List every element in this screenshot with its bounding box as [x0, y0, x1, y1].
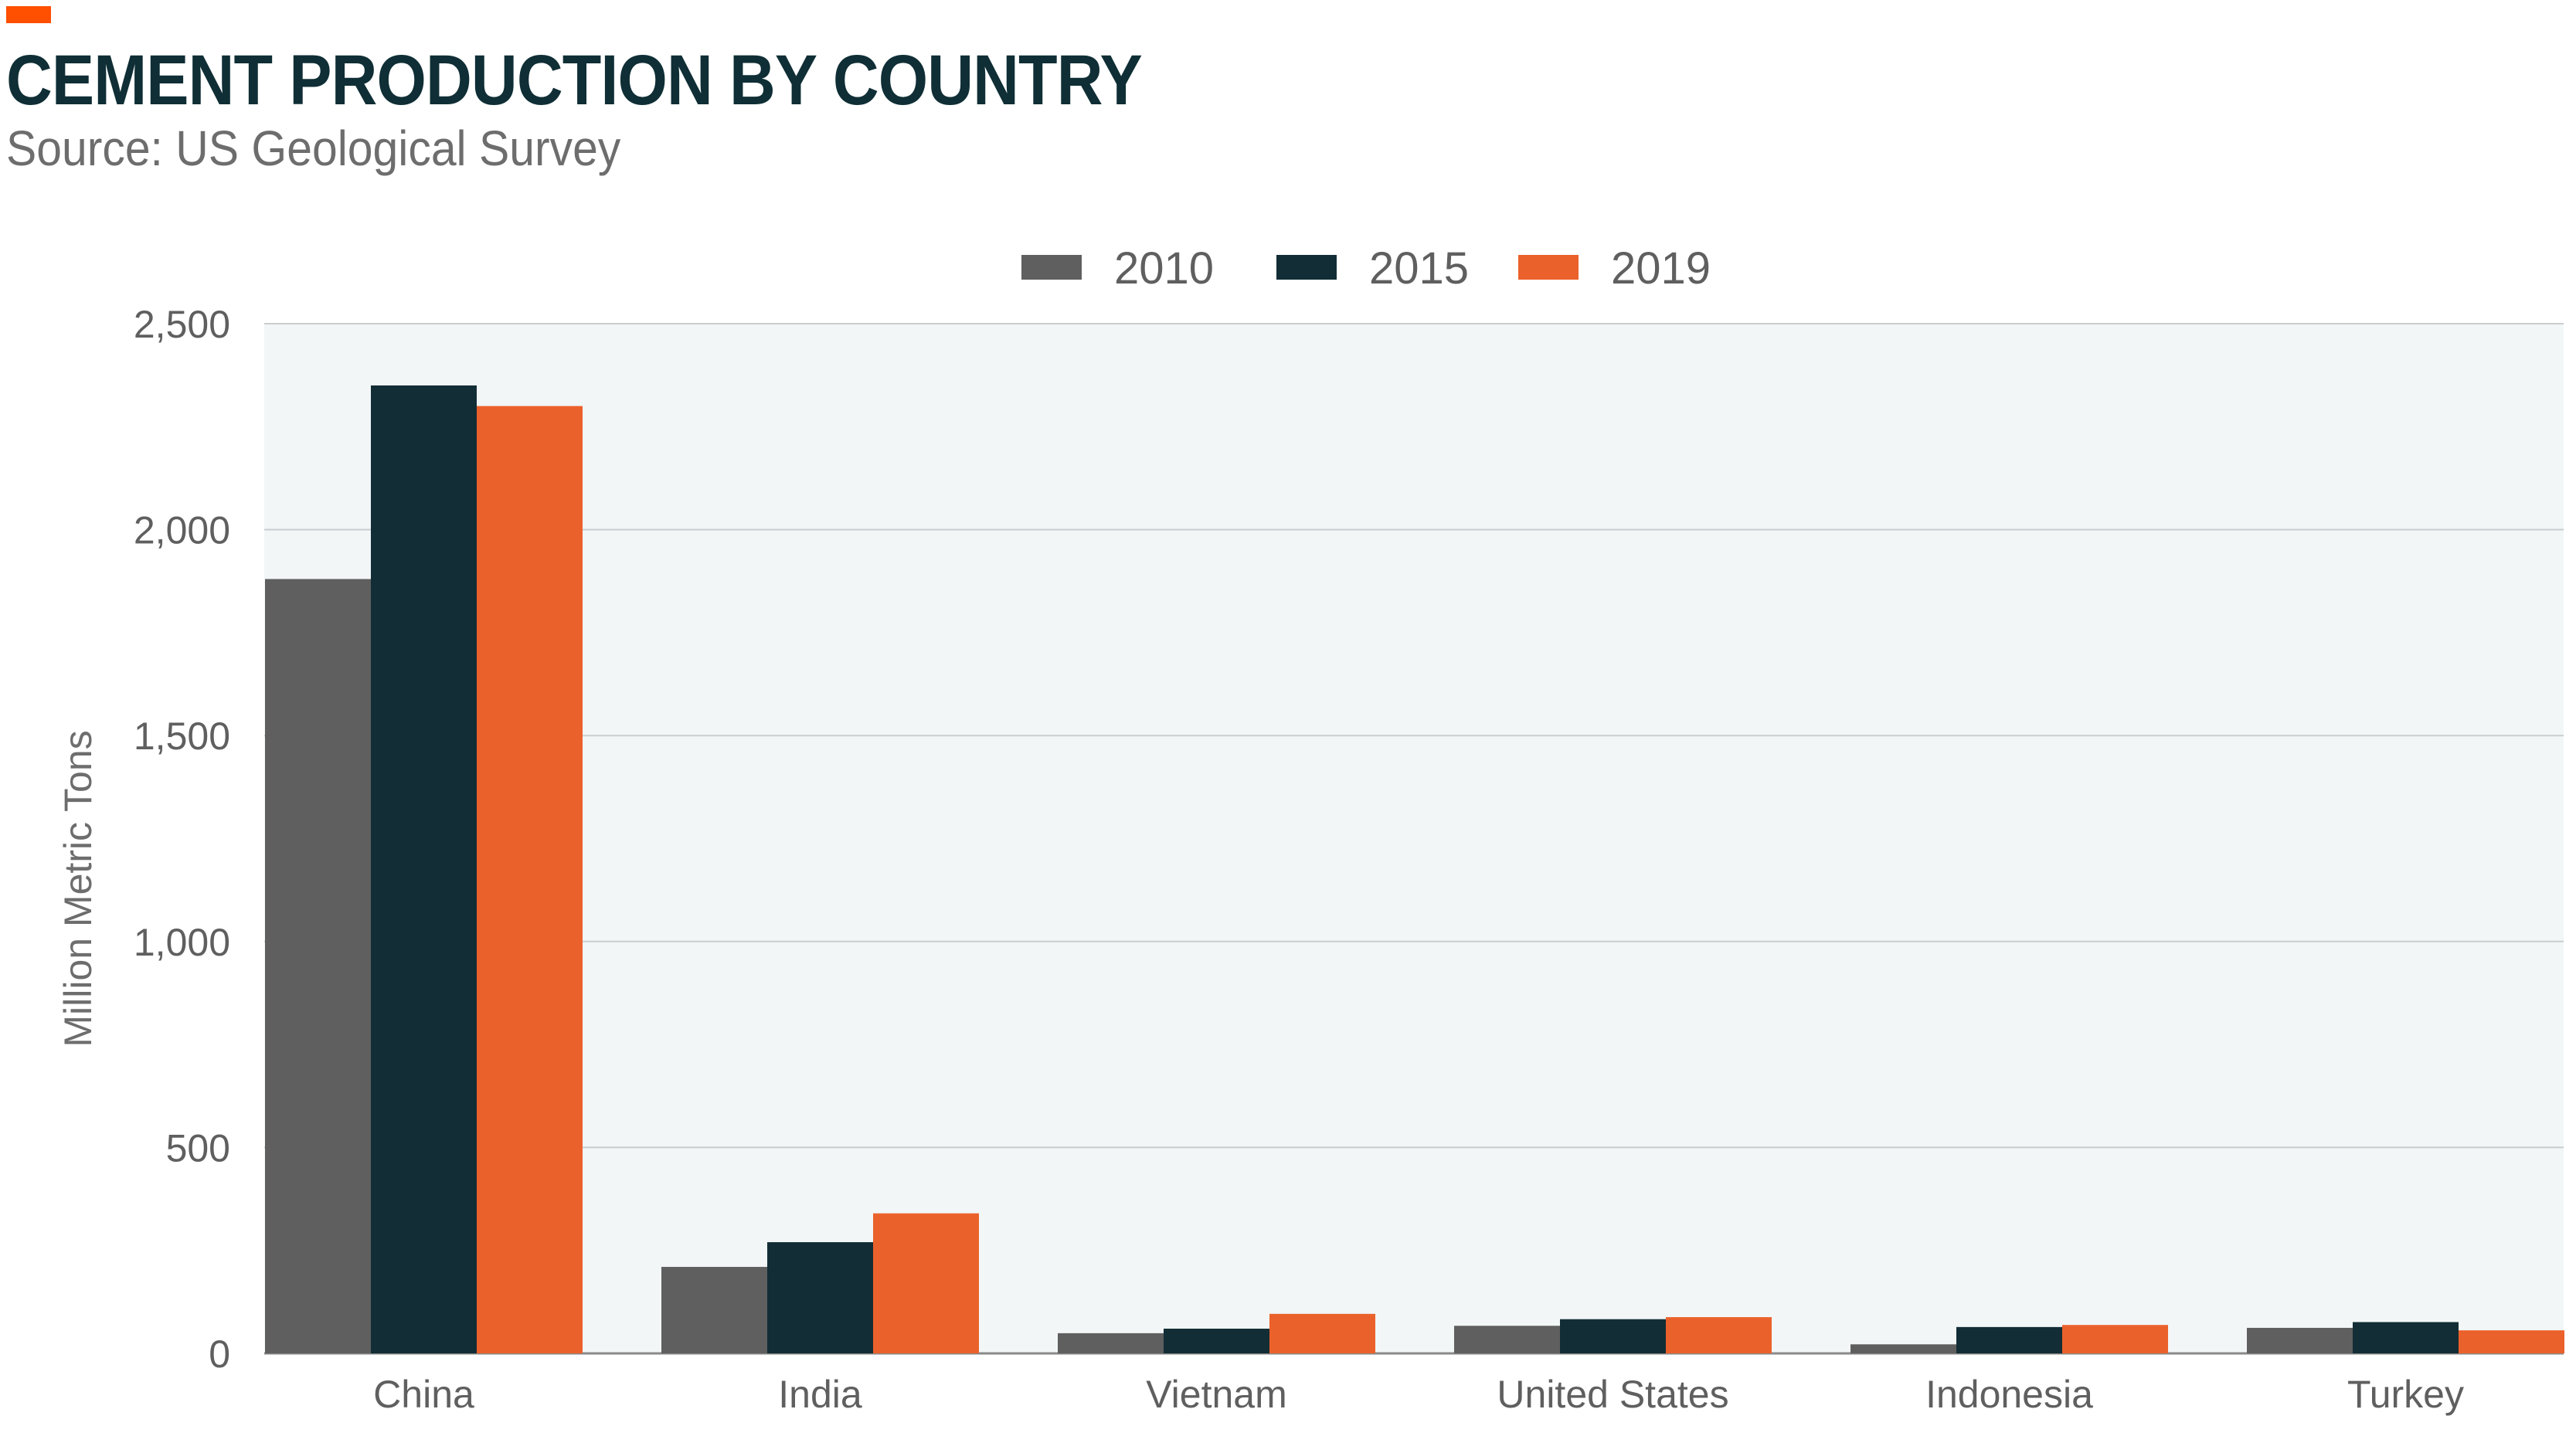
legend-label: 2015 — [1369, 243, 1469, 294]
bar-2019-turkey — [2459, 1330, 2564, 1353]
x-tick-label: India — [778, 1373, 862, 1416]
bar-2019-india — [873, 1213, 979, 1353]
plot-background — [264, 324, 2564, 1353]
x-tick-label: China — [373, 1373, 474, 1416]
bar-2015-turkey — [2353, 1322, 2459, 1353]
bar-2015-india — [767, 1242, 873, 1353]
bar-2019-vietnam — [1269, 1313, 1375, 1353]
bar-2015-indonesia — [1956, 1326, 2062, 1353]
y-tick-label: 0 — [209, 1333, 230, 1376]
legend-label: 2010 — [1114, 243, 1214, 294]
legend-swatch-2019 — [1518, 255, 1579, 280]
y-tick-label: 1,000 — [134, 921, 230, 964]
chart-title: CEMENT PRODUCTION BY COUNTRY — [6, 41, 1143, 120]
y-tick-label: 1,500 — [134, 715, 230, 758]
bar-2010-india — [661, 1267, 767, 1353]
bar-2015-china — [371, 385, 477, 1354]
y-tick-label: 500 — [166, 1126, 230, 1170]
bar-2019-china — [477, 406, 583, 1353]
x-tick-label: Vietnam — [1146, 1373, 1287, 1416]
y-tick-label: 2,000 — [134, 509, 230, 552]
x-tick-label: Turkey — [2347, 1373, 2464, 1416]
x-tick-label: United States — [1497, 1373, 1728, 1416]
bar-2015-vietnam — [1164, 1329, 1269, 1353]
legend-swatch-2015 — [1276, 255, 1337, 280]
bar-2019-united-states — [1666, 1317, 1772, 1353]
x-tick-label: Indonesia — [1925, 1373, 2093, 1416]
accent-tag — [6, 6, 51, 23]
y-axis-label: Million Metric Tons — [56, 730, 100, 1047]
bar-2010-vietnam — [1058, 1333, 1164, 1353]
y-tick-label: 2,500 — [134, 303, 230, 346]
bar-2010-turkey — [2247, 1327, 2353, 1353]
chart-subtitle: Source: US Geological Survey — [6, 121, 621, 176]
bar-2010-china — [265, 579, 371, 1353]
legend-swatch-2010 — [1021, 255, 1082, 280]
bar-2019-indonesia — [2062, 1325, 2168, 1353]
bar-2010-indonesia — [1850, 1344, 1956, 1353]
bar-2015-united-states — [1560, 1319, 1666, 1353]
bar-2010-united-states — [1454, 1326, 1560, 1353]
legend-label: 2019 — [1611, 243, 1711, 294]
